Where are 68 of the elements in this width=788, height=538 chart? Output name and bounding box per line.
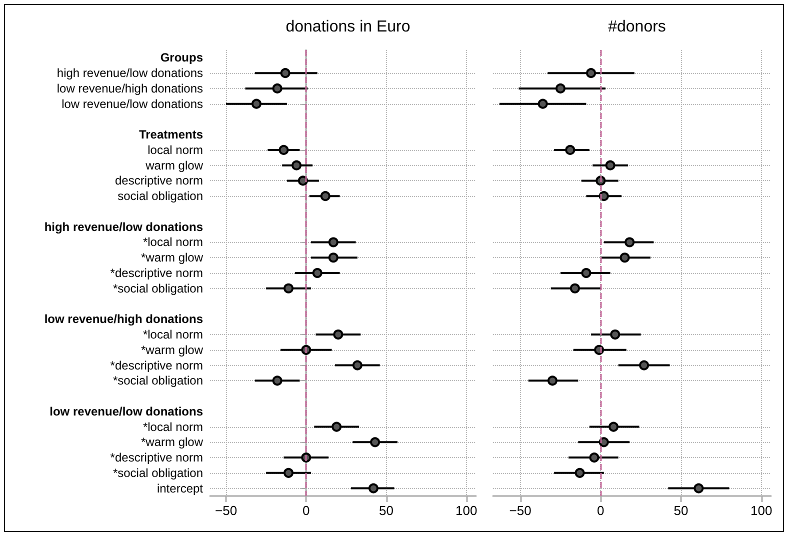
point	[605, 160, 616, 170]
y-tick-label: low revenue/high donations	[44, 312, 204, 326]
point	[292, 160, 302, 170]
x-tick-label: 50	[674, 503, 688, 518]
point	[370, 437, 380, 448]
point	[280, 68, 290, 78]
point	[332, 422, 342, 432]
y-tick-label: *descriptive norm	[110, 266, 203, 280]
chart-title: #donors	[608, 18, 666, 36]
point	[589, 452, 600, 463]
point	[352, 360, 362, 370]
x-tick-label: 100	[456, 503, 478, 518]
point	[272, 83, 282, 94]
point	[278, 144, 289, 155]
point	[547, 376, 558, 386]
y-tick-label: Treatments	[138, 128, 204, 142]
y-tick-label: *local norm	[142, 420, 203, 434]
y-tick-label: high revenue/low donations	[44, 220, 204, 234]
point	[312, 268, 322, 278]
point	[581, 268, 592, 278]
y-tick-label: *descriptive norm	[110, 358, 203, 372]
y-tick-label: *local norm	[142, 328, 203, 342]
y-tick-label: social obligation	[118, 189, 203, 204]
x-tick-label: −50	[214, 503, 238, 518]
y-tick-label: intercept	[156, 481, 204, 496]
point	[624, 237, 635, 248]
point	[284, 468, 294, 478]
y-tick-label: low revenue/high donations	[56, 81, 203, 96]
point	[368, 483, 378, 494]
point	[538, 98, 548, 109]
y-tick-label: Groups	[160, 50, 204, 65]
point	[328, 252, 338, 263]
y-tick-label: *social obligation	[112, 374, 203, 388]
x-tick-label: 0	[597, 503, 604, 518]
y-tick-label: warm glow	[144, 158, 204, 172]
point	[272, 376, 282, 386]
point	[574, 468, 585, 478]
point	[610, 330, 620, 340]
point	[586, 68, 596, 78]
x-tick-label: 0	[302, 503, 310, 518]
point	[333, 330, 344, 340]
point	[320, 191, 330, 202]
point	[556, 83, 566, 94]
y-tick-label: *warm glow	[140, 250, 204, 265]
point	[570, 283, 580, 294]
x-tick-label: −50	[509, 503, 532, 518]
y-tick-label: low revenue/low donations	[50, 404, 204, 418]
point	[284, 283, 294, 294]
x-tick-label: 100	[750, 503, 772, 518]
point	[639, 360, 650, 370]
x-tick-label: 50	[379, 503, 394, 518]
y-tick-label: *social obligation	[112, 281, 203, 296]
point	[608, 422, 619, 432]
point	[328, 237, 338, 248]
chart-title: donations in Euro	[286, 18, 410, 36]
y-tick-label: local norm	[148, 142, 203, 157]
y-tick-label: *social obligation	[112, 466, 203, 480]
y-tick-label: *descriptive norm	[110, 450, 203, 465]
point	[565, 144, 576, 155]
point	[694, 483, 704, 494]
point	[620, 252, 630, 263]
y-tick-label: descriptive norm	[114, 174, 204, 188]
y-tick-label: *local norm	[142, 235, 203, 250]
y-tick-label: *warm glow	[140, 342, 204, 357]
y-tick-label: *warm glow	[140, 435, 204, 450]
point	[251, 98, 262, 109]
y-tick-label: high revenue/low donations	[56, 66, 203, 80]
y-tick-label: low revenue/low donations	[62, 96, 203, 111]
